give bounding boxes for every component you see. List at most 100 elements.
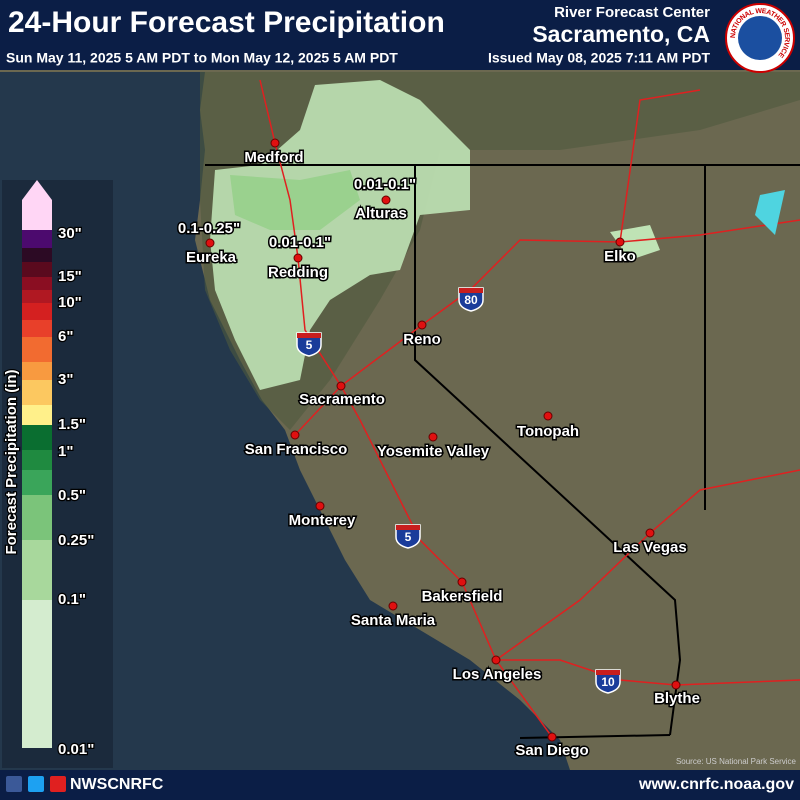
legend-band <box>22 362 52 380</box>
lake <box>755 190 785 235</box>
city-dot <box>293 253 303 263</box>
legend-title: Forecast Precipitation (in) <box>3 369 20 554</box>
precip-area <box>610 225 660 260</box>
legend-band <box>22 200 52 230</box>
legend-band <box>22 277 52 290</box>
legend-band <box>22 470 52 495</box>
amount-label: 0.1-0.25" <box>178 220 240 237</box>
legend-band <box>22 450 52 470</box>
legend-tick: 10" <box>58 294 82 311</box>
header-bar <box>0 0 800 70</box>
amount-label: 0.01-0.1" <box>354 176 416 193</box>
interstate-shield <box>296 332 322 357</box>
legend-tick: 0.1" <box>58 591 86 608</box>
legend-tick: 3" <box>58 371 73 388</box>
precip-area <box>210 80 470 390</box>
city-label: Santa Maria <box>351 612 436 629</box>
city-dot <box>615 237 625 247</box>
interstate-number: 5 <box>405 530 412 544</box>
logo-inner <box>738 16 782 60</box>
city-dot <box>491 655 501 665</box>
twitter-icon[interactable] <box>28 776 44 792</box>
interstate-shield-top <box>596 670 620 675</box>
legend-band <box>22 262 52 277</box>
legend-tick: 0.01" <box>58 741 94 758</box>
legend-tick: 1" <box>58 443 73 460</box>
legend-tick: 15" <box>58 268 82 285</box>
city-label: Reno <box>403 331 441 348</box>
legend-band <box>22 248 52 262</box>
city-dot <box>645 528 655 538</box>
interstate-shield-top <box>459 288 483 293</box>
ocean <box>0 72 570 770</box>
city-label: Alturas <box>355 205 407 222</box>
legend-band <box>22 303 52 320</box>
city-dot <box>388 601 398 611</box>
precip-area <box>230 170 360 230</box>
youtube-icon[interactable] <box>50 776 66 792</box>
amount-label: 0.01-0.1" <box>269 234 331 251</box>
city-label: Las Vegas <box>613 539 686 556</box>
city-label: San Francisco <box>245 441 348 458</box>
legend-band <box>22 540 52 600</box>
legend: 30" 15" 10" 6" 3" 1.5" 1" 0.5" 0.25" 0.1" 0.01" <box>22 180 96 759</box>
city-label: Elko <box>604 248 636 265</box>
legend-band <box>22 405 52 425</box>
interstate-shield <box>458 287 484 312</box>
legend-tick: 30" <box>58 225 82 242</box>
location: Sacramento, CA <box>532 21 710 47</box>
source: Source: US National Park Service <box>676 757 797 766</box>
city-dot <box>381 195 391 205</box>
interstate-shield <box>595 669 621 694</box>
interstate-number: 5 <box>306 338 313 352</box>
center: River Forecast Center <box>554 4 710 21</box>
legend-band <box>22 230 52 248</box>
city-label: San Diego <box>515 742 588 759</box>
url[interactable]: www.cnrfc.noaa.gov <box>638 776 794 793</box>
legend-band <box>22 380 52 405</box>
city-dot <box>315 501 325 511</box>
city-dot <box>457 577 467 587</box>
legend-band <box>22 290 52 303</box>
legend-band <box>22 600 52 748</box>
city-label: Redding <box>268 264 328 281</box>
interstate-shield-top <box>297 333 321 338</box>
city-dot <box>543 411 553 421</box>
facebook-icon[interactable] <box>6 776 22 792</box>
footer-bar <box>0 770 800 800</box>
city-label: Bakersfield <box>422 588 503 605</box>
city-label: Tonopah <box>517 423 579 440</box>
interstate-shield <box>395 524 421 549</box>
handle: NWSCNRFC <box>70 776 164 793</box>
city-label: Medford <box>244 149 303 166</box>
legend-band <box>22 495 52 540</box>
city-dot <box>205 238 215 248</box>
legend-band <box>22 425 52 450</box>
legend-tick: 6" <box>58 328 73 345</box>
city-label: Los Angeles <box>453 666 542 683</box>
legend-band <box>22 337 52 362</box>
legend-band <box>22 320 52 337</box>
city-label: Sacramento <box>299 391 385 408</box>
city-dot <box>417 320 427 330</box>
interstate-shield-top <box>396 525 420 530</box>
legend-tick: 0.5" <box>58 487 86 504</box>
city-label: Blythe <box>654 690 700 707</box>
interstate-number: 10 <box>601 675 615 689</box>
legend-tick: 1.5" <box>58 416 86 433</box>
period: Sun May 11, 2025 5 AM PDT to Mon May 12,… <box>6 50 398 66</box>
city-dot <box>336 381 346 391</box>
legend-arrow <box>22 180 52 200</box>
title: 24-Hour Forecast Precipitation <box>8 6 445 39</box>
legend-box <box>2 180 113 768</box>
issued: Issued May 08, 2025 7:11 AM PDT <box>488 50 710 66</box>
city-label: Yosemite Valley <box>377 443 490 460</box>
interstate-number: 80 <box>464 293 478 307</box>
legend-tick: 0.25" <box>58 532 94 549</box>
city-dot <box>428 432 438 442</box>
city-dot <box>270 138 280 148</box>
city-label: Eureka <box>186 249 237 266</box>
city-label: Monterey <box>289 512 356 529</box>
city-dot <box>671 680 681 690</box>
